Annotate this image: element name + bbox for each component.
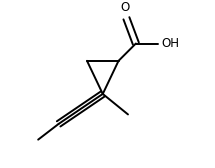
Text: O: O (120, 1, 129, 14)
Text: OH: OH (161, 37, 179, 50)
